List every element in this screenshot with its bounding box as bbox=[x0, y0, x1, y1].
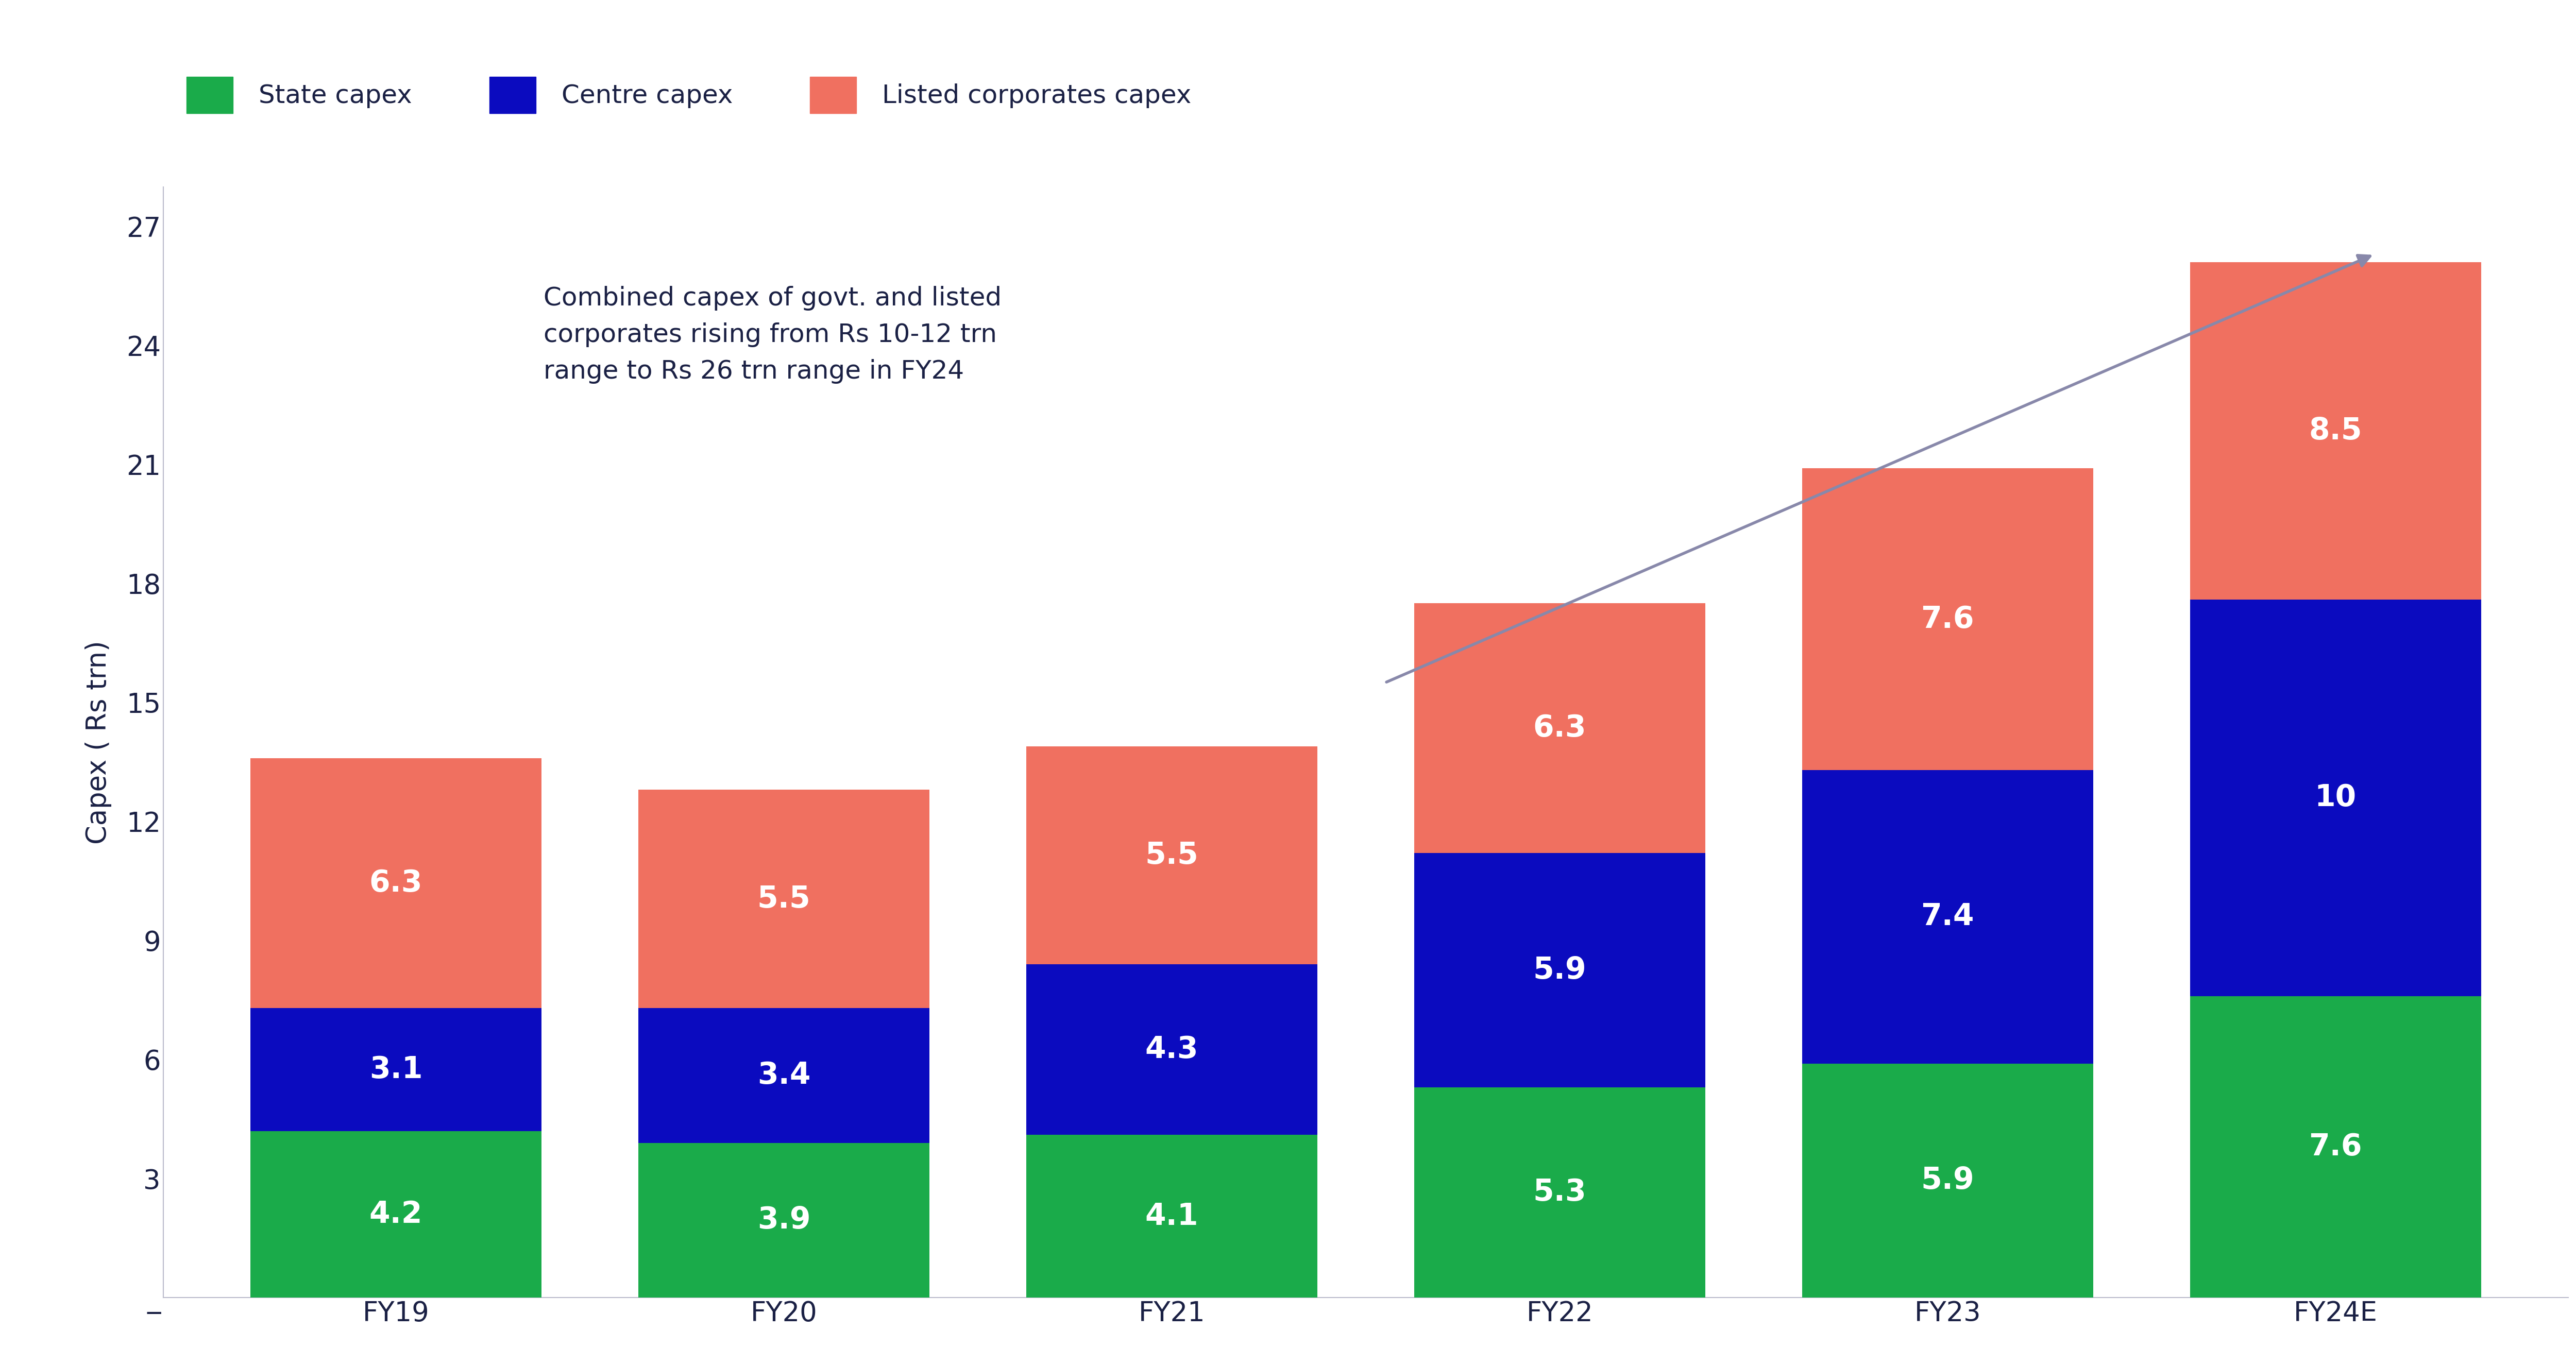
Text: 6.3: 6.3 bbox=[368, 868, 422, 898]
Text: 7.6: 7.6 bbox=[2308, 1132, 2362, 1162]
Text: 5.9: 5.9 bbox=[1533, 956, 1587, 985]
Text: 5.5: 5.5 bbox=[757, 884, 811, 914]
Bar bbox=[1803, 1064, 2094, 1298]
Text: 8.5: 8.5 bbox=[2308, 417, 2362, 445]
Text: 4.3: 4.3 bbox=[1146, 1035, 1198, 1065]
Bar bbox=[2190, 262, 2481, 600]
Text: 7.4: 7.4 bbox=[1922, 902, 1973, 931]
Bar bbox=[2190, 600, 2481, 996]
Bar bbox=[639, 790, 930, 1008]
Text: 4.2: 4.2 bbox=[368, 1200, 422, 1229]
Bar bbox=[1803, 469, 2094, 770]
Text: 5.3: 5.3 bbox=[1533, 1178, 1587, 1206]
Bar bbox=[1414, 853, 1705, 1088]
Bar bbox=[250, 1008, 541, 1131]
Text: 6.3: 6.3 bbox=[1533, 713, 1587, 743]
Bar bbox=[1025, 1135, 1316, 1298]
Bar bbox=[250, 1131, 541, 1298]
Text: 10: 10 bbox=[2316, 783, 2357, 813]
Text: 3.1: 3.1 bbox=[368, 1054, 422, 1084]
Bar bbox=[1025, 747, 1316, 964]
Bar bbox=[1025, 964, 1316, 1135]
Bar bbox=[639, 1008, 930, 1143]
Text: 3.9: 3.9 bbox=[757, 1205, 811, 1235]
Text: Combined capex of govt. and listed
corporates rising from Rs 10-12 trn
range to : Combined capex of govt. and listed corpo… bbox=[544, 286, 1002, 384]
Text: 5.9: 5.9 bbox=[1922, 1166, 1973, 1196]
Text: 5.5: 5.5 bbox=[1146, 841, 1198, 869]
Bar bbox=[1414, 1088, 1705, 1298]
Bar bbox=[1803, 770, 2094, 1064]
Text: 4.1: 4.1 bbox=[1146, 1201, 1198, 1231]
Y-axis label: Capex ( Rs trn): Capex ( Rs trn) bbox=[85, 640, 111, 844]
Bar bbox=[639, 1143, 930, 1298]
Bar bbox=[1414, 604, 1705, 853]
Legend: State capex, Centre capex, Listed corporates capex: State capex, Centre capex, Listed corpor… bbox=[175, 66, 1200, 124]
Text: 7.6: 7.6 bbox=[1922, 604, 1973, 634]
Bar bbox=[250, 758, 541, 1008]
Text: 3.4: 3.4 bbox=[757, 1061, 811, 1091]
Bar bbox=[2190, 996, 2481, 1298]
